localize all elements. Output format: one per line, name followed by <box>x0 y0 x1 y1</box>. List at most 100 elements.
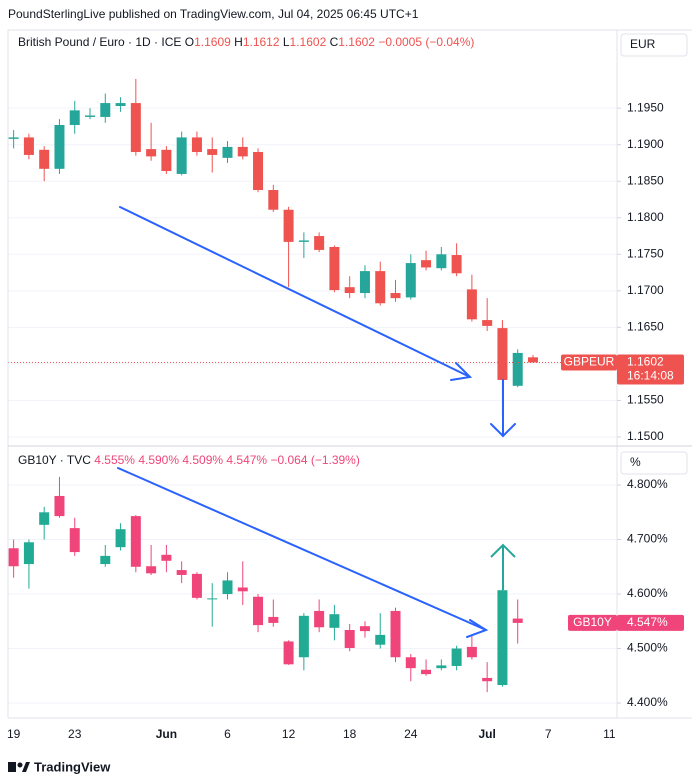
symbol-tag <box>568 614 617 631</box>
footer: TradingView <box>34 759 111 774</box>
symbol-label: GB10Y <box>573 615 612 629</box>
candle-body <box>8 137 19 139</box>
x-tick-label: 24 <box>404 727 418 741</box>
candle-body <box>283 641 294 665</box>
candle-body <box>512 352 523 386</box>
x-tick-label: 19 <box>7 727 21 741</box>
candle-body <box>497 590 508 686</box>
candle-body <box>390 293 401 299</box>
y-tick-label: 1.1500 <box>627 429 664 443</box>
candle-body <box>8 548 19 567</box>
candle-body <box>436 665 447 669</box>
candle-body <box>253 596 264 626</box>
y-tick-label: 1.1900 <box>627 137 664 151</box>
price-tag <box>617 354 684 385</box>
candle-body <box>54 495 65 517</box>
candle-body <box>482 320 493 326</box>
candle-body <box>237 146 248 157</box>
candle-body <box>85 115 96 117</box>
candle-body <box>176 570 187 575</box>
y-tick-label: 4.600% <box>627 586 668 600</box>
countdown: 16:14:08 <box>627 369 674 383</box>
y-tick-label: 4.800% <box>627 477 668 491</box>
candle-body <box>222 146 233 158</box>
header: PoundSterlingLive published on TradingVi… <box>8 7 419 21</box>
legend: British Pound / Euro · 1D · ICE O1.1609 … <box>18 35 474 49</box>
candle-body <box>146 566 157 574</box>
currency-label: % <box>630 455 641 469</box>
y-tick-label: 1.1750 <box>627 246 664 260</box>
legend-value: 4.509% <box>182 453 223 467</box>
candle-body <box>436 254 447 269</box>
footer-logo: TradingView <box>8 759 111 774</box>
grid-layer <box>8 107 621 704</box>
candle-body <box>482 677 493 682</box>
arrow-head <box>490 423 516 438</box>
legend-change: −0.0005 (−0.04%) <box>378 35 474 49</box>
candle-body <box>23 542 34 565</box>
currency-label: EUR <box>630 37 656 51</box>
candle-body <box>191 137 202 153</box>
legend-key: H <box>234 35 243 49</box>
candle-body <box>329 614 340 628</box>
candle-body <box>268 190 279 210</box>
legend-value: 4.590% <box>138 453 179 467</box>
trend-arrow <box>117 467 487 631</box>
candle-body <box>329 246 340 291</box>
x-tick-label: 7 <box>545 727 552 741</box>
y-tick-label: 1.1800 <box>627 210 664 224</box>
candle-body <box>100 555 111 565</box>
candle-body <box>39 512 50 525</box>
annotations <box>117 206 516 638</box>
candle-body <box>359 271 370 294</box>
candle-body <box>115 529 126 548</box>
candle-body <box>130 103 141 153</box>
x-tick-label: Jun <box>156 727 177 741</box>
candle-body <box>176 137 187 174</box>
legend-key: L <box>283 35 290 49</box>
arrow-head <box>466 619 489 638</box>
candle-body <box>237 587 248 592</box>
logo-mark <box>17 762 23 768</box>
legend-key: O <box>185 35 194 49</box>
y-tick-label: 1.1550 <box>627 393 664 407</box>
legend-value: 1.1602 <box>290 35 327 49</box>
y-tick-label: 1.1650 <box>627 320 664 334</box>
legend-title: British Pound / Euro · 1D · ICE <box>18 35 181 49</box>
candle-body <box>314 610 325 628</box>
legend-change: −0.064 (−1.39%) <box>270 453 359 467</box>
candle-body <box>283 209 294 242</box>
candle-body <box>527 357 538 363</box>
x-tick-label: 12 <box>282 727 296 741</box>
x-tick-label: 18 <box>343 727 357 741</box>
currency-box <box>620 33 688 57</box>
candle-body <box>314 236 325 250</box>
legend-value: 1.1609 <box>194 35 231 49</box>
logo-mark <box>8 762 16 772</box>
logo-mark <box>22 762 30 772</box>
y-tick-label: 4.700% <box>627 532 668 546</box>
candle-body <box>298 615 309 658</box>
legend-value: 4.555% <box>94 453 135 467</box>
y-tick-label: 1.1950 <box>627 100 664 114</box>
x-tick-label: 11 <box>603 727 616 741</box>
symbol-label: GBPEUR <box>564 355 615 369</box>
candle-body <box>405 657 416 669</box>
candle-body <box>421 260 432 268</box>
candle-body <box>268 616 279 623</box>
marks-layer <box>8 78 617 693</box>
trend-arrow <box>119 206 471 378</box>
candle-body <box>451 255 462 274</box>
candle-body <box>100 103 111 117</box>
candle-body <box>161 554 172 561</box>
legend-key: C <box>330 35 339 49</box>
y-tick-label: 4.400% <box>627 695 668 709</box>
candle-body <box>69 528 80 553</box>
candle-body <box>39 149 50 169</box>
x-tick-label: 6 <box>224 727 231 741</box>
candle-body <box>497 328 508 380</box>
price-tag-label: 4.547% <box>627 615 668 629</box>
price-tag-label: 1.1602 <box>627 355 664 369</box>
symbol-tag <box>561 354 617 371</box>
